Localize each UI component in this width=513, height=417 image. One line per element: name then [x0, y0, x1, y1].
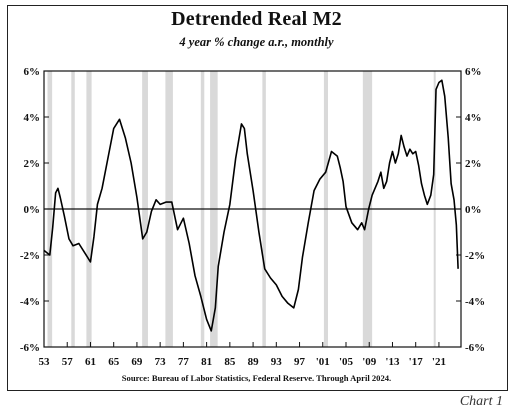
- y-tick-label-right: 6%: [465, 66, 482, 78]
- x-tick-label: '01: [316, 356, 330, 368]
- x-tick-label: 93: [271, 356, 283, 368]
- x-tick-label: '05: [339, 356, 354, 368]
- x-tick-label: 61: [85, 356, 96, 368]
- x-tick-label: '21: [432, 356, 446, 368]
- y-tick-label-right: -4%: [465, 296, 485, 308]
- y-tick-label-left: 0%: [24, 204, 41, 216]
- x-tick-label: 85: [224, 356, 236, 368]
- y-tick-label-right: -2%: [465, 250, 485, 262]
- x-tick-label: 53: [39, 356, 51, 368]
- y-tick-label-right: 2%: [465, 158, 482, 170]
- x-tick-label: '09: [362, 356, 377, 368]
- chart-title: Detrended Real M2: [171, 8, 342, 30]
- chart-subtitle: 4 year % change a.r., monthly: [179, 35, 334, 49]
- chart-source-note: Source: Bureau of Labor Statistics, Fede…: [121, 373, 392, 383]
- y-tick-label-right: 4%: [465, 112, 482, 124]
- x-tick-label: 77: [178, 356, 190, 368]
- y-tick-label-left: 2%: [24, 158, 41, 170]
- x-tick-label: 81: [201, 356, 212, 368]
- y-tick-label-left: -2%: [20, 250, 40, 262]
- y-tick-label-right: 0%: [465, 204, 482, 216]
- y-tick-label-left: 6%: [24, 66, 41, 78]
- x-tick-label: '13: [385, 356, 400, 368]
- x-tick-label: 69: [131, 356, 143, 368]
- y-tick-label-left: -6%: [20, 342, 40, 354]
- series-line-detrended-real-m2: [43, 79, 459, 332]
- y-tick-label-right: -6%: [465, 342, 485, 354]
- x-tick-label: 65: [108, 356, 120, 368]
- y-tick-label-left: 4%: [24, 112, 41, 124]
- x-tick-label: '17: [409, 356, 424, 368]
- x-tick-label: 89: [248, 356, 260, 368]
- x-tick-label: 57: [62, 356, 74, 368]
- x-tick-label: 97: [294, 356, 306, 368]
- chart-number-label: Chart 1: [459, 394, 503, 409]
- x-tick-label: 73: [155, 356, 167, 368]
- y-tick-label-left: -4%: [20, 296, 40, 308]
